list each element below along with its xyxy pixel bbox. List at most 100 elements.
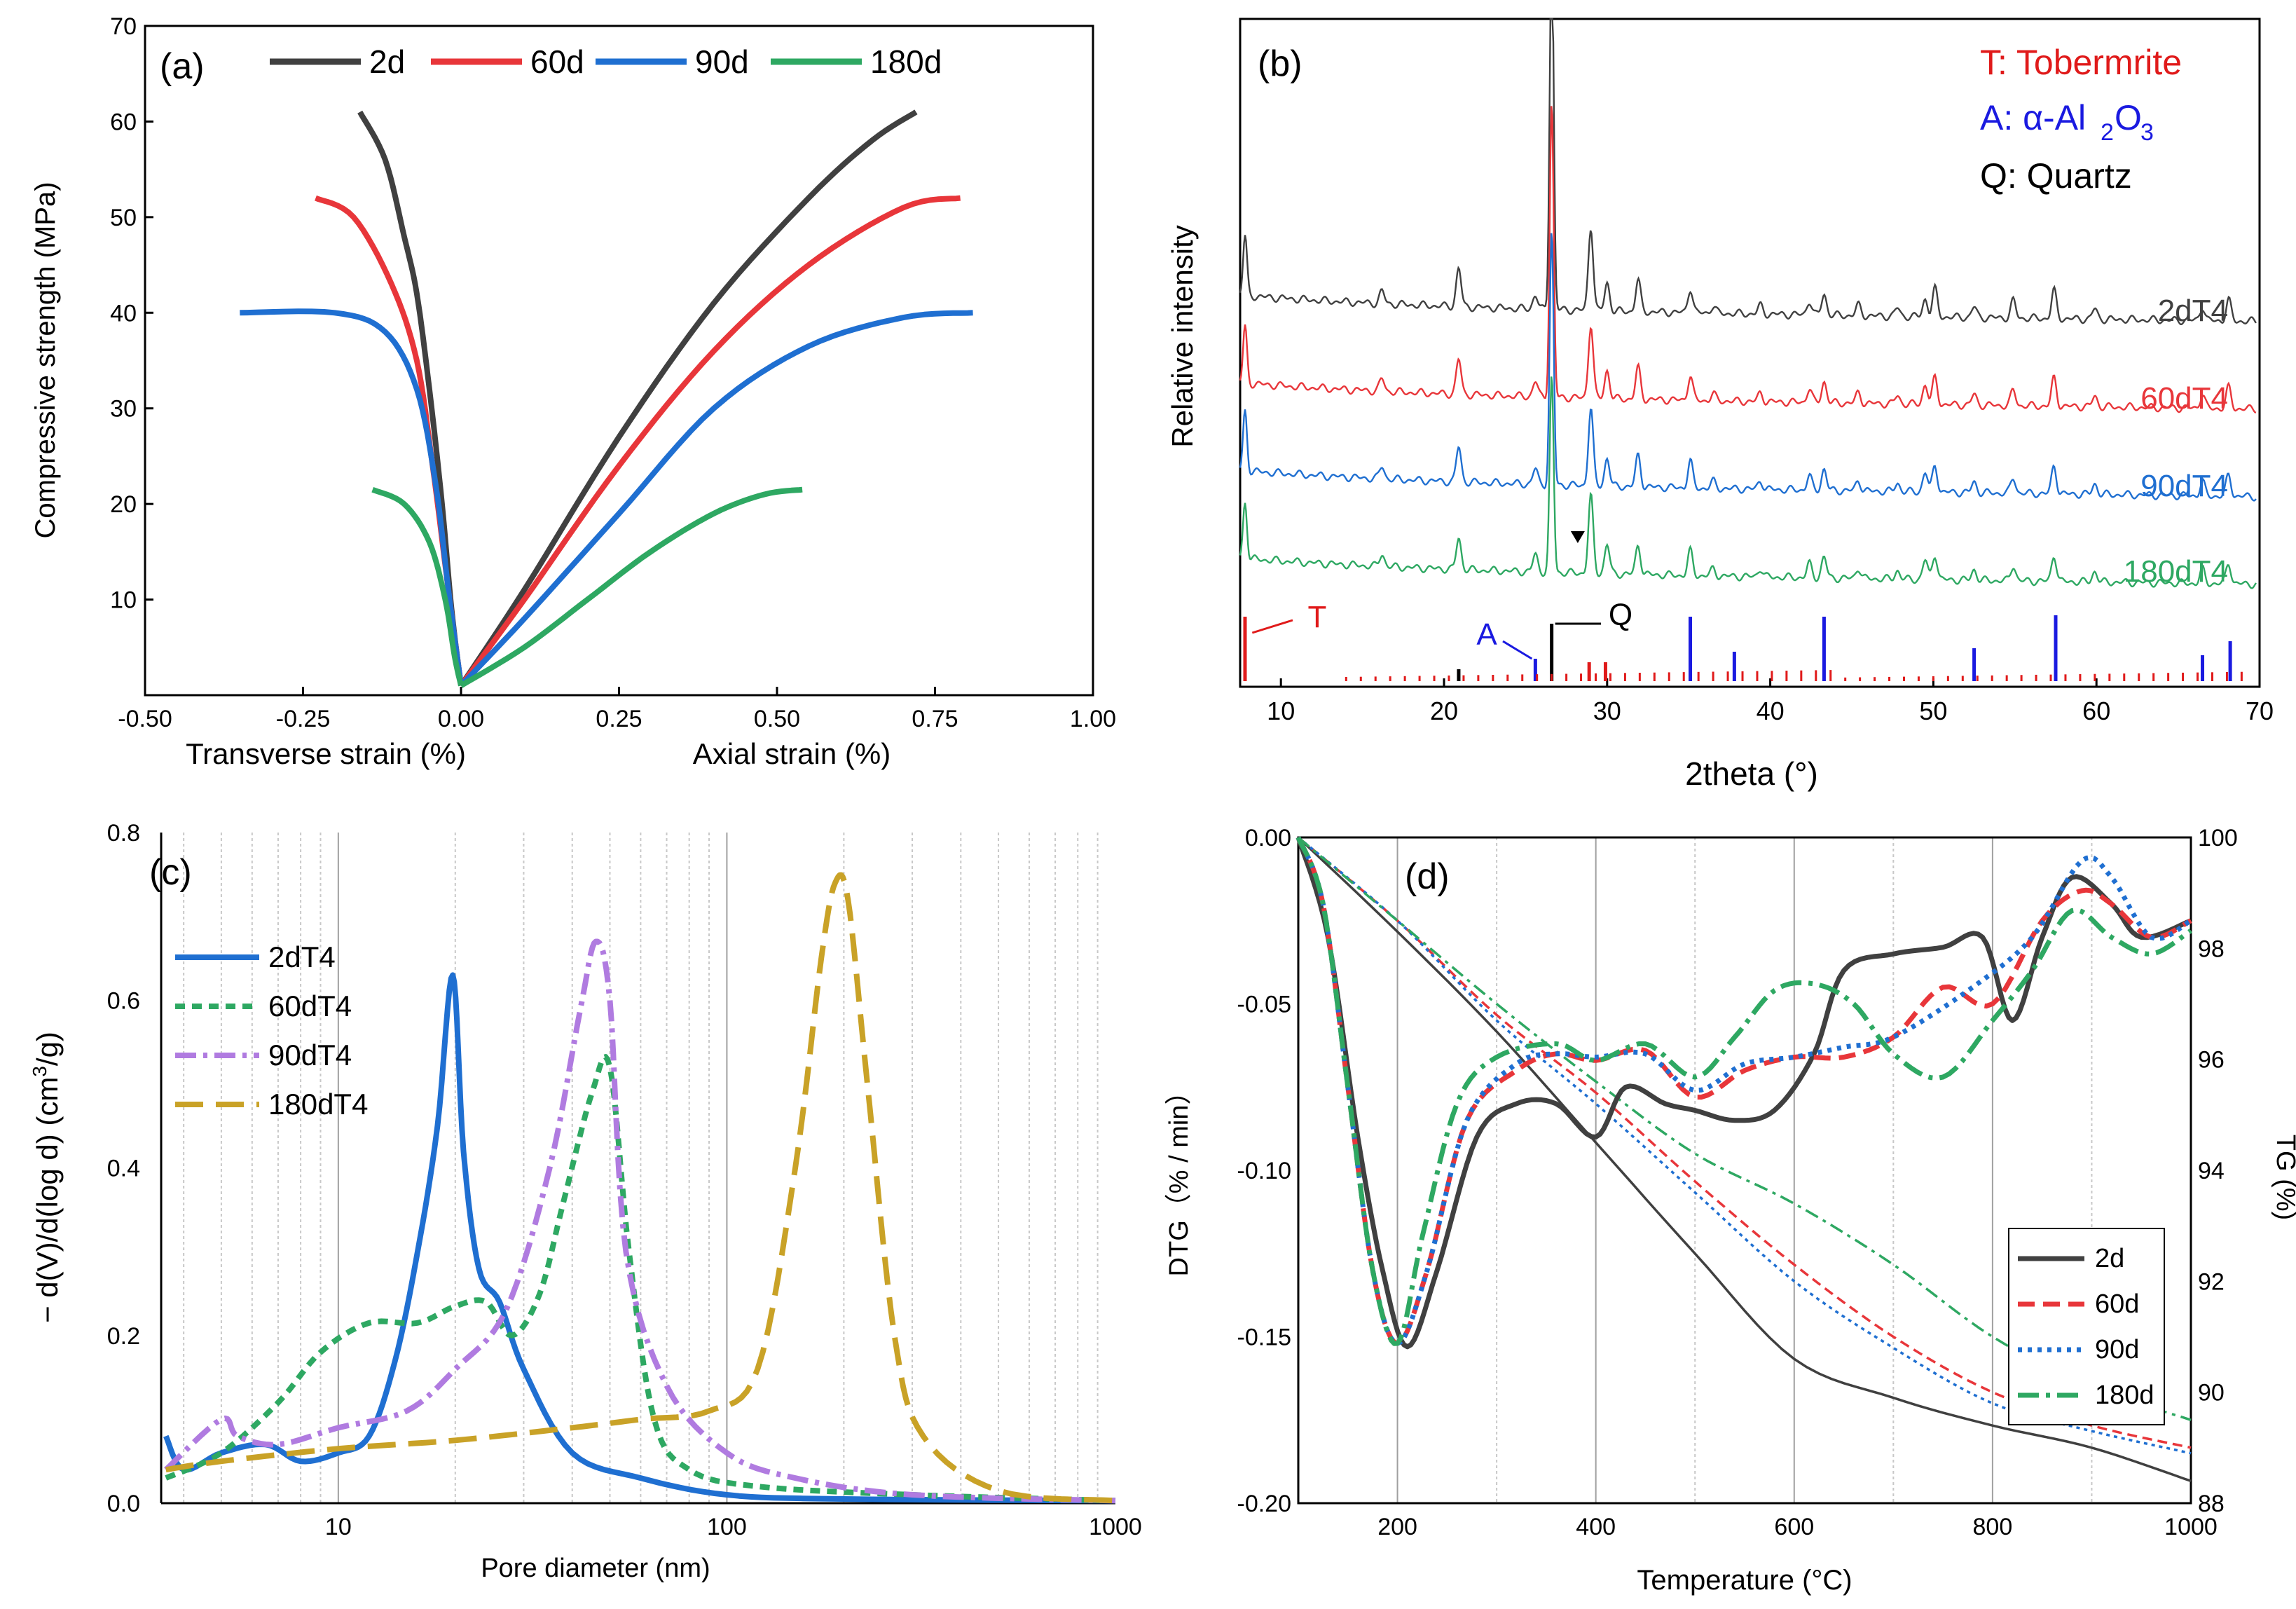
panel-label: (a) bbox=[160, 46, 205, 87]
legend-A: A: α-Al bbox=[1980, 98, 2086, 137]
legend-label: 90d bbox=[695, 43, 749, 80]
y-tick-label-right: 100 bbox=[2198, 825, 2238, 851]
series-90d-transverse bbox=[240, 308, 464, 686]
tg-180d bbox=[1297, 836, 2192, 1421]
legend-label: 60d bbox=[2095, 1289, 2139, 1319]
legend-label: 2d bbox=[369, 43, 405, 80]
x-tick-label: 100 bbox=[707, 1514, 747, 1540]
panel-a: -0.50 -0.25 0.00 0.25 0.50 0.75 1.00 10 20 30 40 50… bbox=[30, 13, 1116, 770]
y-axis-label: Compressive strength (MPa) bbox=[30, 182, 61, 538]
pattern-label: 60dT4 bbox=[2140, 381, 2228, 416]
series-60d-axial bbox=[458, 195, 961, 687]
legend-label: 2dT4 bbox=[268, 940, 336, 973]
y-tick-label-right: 90 bbox=[2198, 1380, 2225, 1406]
series-2d-axial bbox=[458, 109, 918, 687]
y-axis-label-right: TG (%) bbox=[2271, 1135, 2296, 1220]
legend-label: 180d bbox=[2095, 1381, 2154, 1410]
y-tick-label-right: 96 bbox=[2198, 1047, 2225, 1074]
legend-A-sub: 2 bbox=[2101, 119, 2114, 146]
xrd-pattern-2dT4 bbox=[1239, 18, 2257, 325]
legend-label: 2d bbox=[2095, 1244, 2124, 1273]
y-tick-label: 30 bbox=[110, 396, 137, 423]
x-tick-label: 0.00 bbox=[438, 706, 484, 732]
tg-2d bbox=[1297, 836, 2192, 1482]
y-tick-label: 70 bbox=[110, 13, 137, 40]
panel-d: 200 400 600 800 1000 -0.20 -0.15 -0.10 -0.05 0.00… bbox=[1164, 825, 2296, 1596]
pattern-label: 180dT4 bbox=[2124, 554, 2228, 589]
x-tick-label: -0.50 bbox=[118, 706, 172, 732]
x-axis-label: Temperature (°C) bbox=[1637, 1565, 1852, 1596]
xrd-pattern-90dT4 bbox=[1239, 233, 2257, 502]
x-tick-label: 10 bbox=[325, 1514, 352, 1540]
pattern-label: 2dT4 bbox=[2158, 294, 2228, 328]
x-tick-label: 200 bbox=[1377, 1514, 1417, 1540]
y-tick-label: 20 bbox=[110, 491, 137, 518]
annotation-Q: Q bbox=[1609, 598, 1632, 632]
annotation-T: T bbox=[1308, 600, 1327, 634]
y-tick-label: 40 bbox=[110, 300, 137, 327]
y-tick-label-right: 92 bbox=[2198, 1268, 2225, 1295]
dtg-60d bbox=[1295, 836, 2192, 1346]
y-tick-label: 60 bbox=[110, 109, 137, 135]
legend-box bbox=[2008, 1228, 2165, 1425]
x-tick-label: 400 bbox=[1576, 1514, 1616, 1540]
x-tick-label: 0.50 bbox=[754, 706, 800, 732]
x-tick-label: 40 bbox=[1757, 697, 1785, 725]
series-90d-axial bbox=[459, 310, 973, 688]
annotation-arrow bbox=[1251, 619, 1293, 634]
legend-label: 90dT4 bbox=[268, 1039, 352, 1071]
panel-label: (b) bbox=[1258, 43, 1302, 84]
legend-Q: Q: Quartz bbox=[1980, 156, 2132, 196]
y-tick-label-left: -0.10 bbox=[1237, 1158, 1292, 1184]
y-tick-label-left: -0.05 bbox=[1237, 992, 1292, 1018]
x-tick-label: 50 bbox=[1919, 697, 1947, 725]
plot-frame bbox=[1239, 18, 2261, 688]
panel-b: 10 20 30 40 50 60 70 Relative intensity 2theta (… bbox=[1166, 18, 2274, 792]
x-tick-label: 1000 bbox=[2164, 1514, 2218, 1540]
x-tick-label: 1.00 bbox=[1070, 706, 1116, 732]
y-tick-label: 10 bbox=[110, 587, 137, 614]
panel-label: (c) bbox=[149, 852, 192, 893]
series-60dT4 bbox=[165, 1054, 1116, 1504]
legend-label: 90d bbox=[2095, 1335, 2139, 1364]
series-180dT4 bbox=[165, 872, 1116, 1504]
y-axis-label-left: DTG（% / min） bbox=[1164, 1079, 1194, 1277]
y-axis-label: Relative intensity bbox=[1166, 225, 1199, 447]
series-180d-axial bbox=[459, 486, 803, 688]
x-axis-label-left: Transverse strain (%) bbox=[186, 737, 466, 770]
x-tick-label: 30 bbox=[1593, 697, 1621, 725]
legend-label: 180dT4 bbox=[268, 1088, 368, 1121]
y-tick-label-right: 98 bbox=[2198, 936, 2225, 962]
legend-A-sub: 3 bbox=[2140, 119, 2154, 146]
legend-A-O: O bbox=[2115, 98, 2142, 137]
x-tick-label: 1000 bbox=[1089, 1514, 1142, 1540]
x-tick-label: 600 bbox=[1774, 1514, 1814, 1540]
y-tick-label-left: -0.20 bbox=[1237, 1491, 1292, 1517]
x-tick-label: -0.25 bbox=[276, 706, 331, 732]
xrd-pattern-180dT4 bbox=[1239, 376, 2257, 589]
panel-c: 10 100 1000 0.0 0.2 0.4 0.6 0.8 Pore diameter (n… bbox=[29, 820, 1142, 1583]
annotation-A: A bbox=[1476, 617, 1497, 652]
series-180d-transverse bbox=[371, 486, 464, 687]
y-tick-label: 50 bbox=[110, 205, 137, 231]
series-90dT4 bbox=[164, 938, 1116, 1504]
legend-label: 60d bbox=[530, 43, 584, 80]
x-axis-label-right: Axial strain (%) bbox=[693, 737, 891, 770]
x-tick-label: 70 bbox=[2246, 697, 2274, 725]
y-tick-label: 0.4 bbox=[107, 1156, 140, 1182]
legend-label: 180d bbox=[870, 43, 942, 80]
y-tick-label-left: -0.15 bbox=[1237, 1324, 1292, 1351]
y-tick-label-right: 88 bbox=[2198, 1491, 2225, 1517]
y-tick-label: 0.8 bbox=[107, 820, 140, 847]
y-tick-label: 0.2 bbox=[107, 1323, 140, 1350]
x-tick-label: 0.25 bbox=[596, 706, 642, 732]
x-tick-label: 800 bbox=[1973, 1514, 2013, 1540]
x-tick-label: 10 bbox=[1267, 697, 1295, 725]
y-tick-label: 0.6 bbox=[107, 987, 140, 1014]
plot-frame bbox=[1297, 836, 2192, 1505]
annotation-arrow bbox=[1502, 640, 1533, 660]
x-tick-label: 0.75 bbox=[912, 706, 958, 732]
triangle-marker bbox=[1570, 531, 1585, 543]
x-axis-label: 2theta (°) bbox=[1685, 755, 1818, 792]
